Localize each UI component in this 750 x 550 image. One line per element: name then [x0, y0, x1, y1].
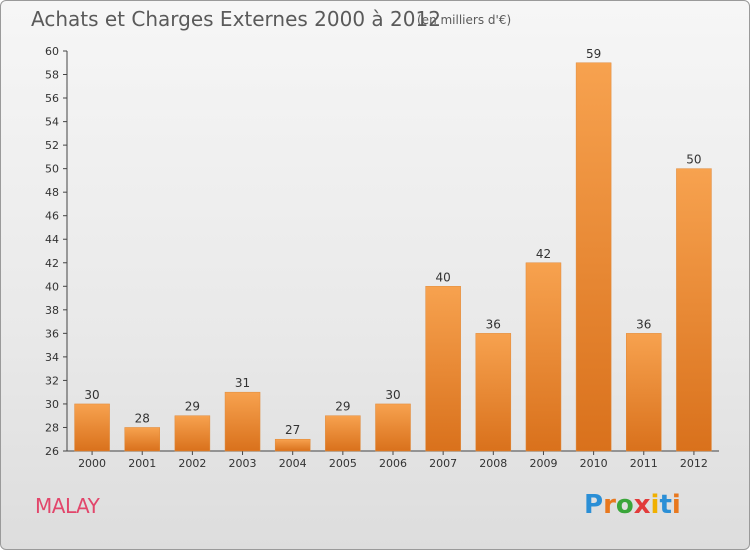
x-tick-label: 2010 [580, 457, 608, 470]
y-tick-label: 42 [45, 257, 59, 270]
value-label-2007: 40 [436, 270, 451, 284]
value-label-2010: 59 [586, 47, 601, 61]
bar-2006 [375, 403, 411, 452]
logo-letter: i [650, 490, 660, 520]
y-tick-label: 46 [45, 210, 59, 223]
x-tick-label: 2007 [429, 457, 457, 470]
x-tick-label: 2001 [128, 457, 156, 470]
y-tick-label: 32 [45, 374, 59, 387]
bar-2012 [676, 168, 712, 452]
value-label-2011: 36 [636, 317, 651, 331]
y-tick-label: 36 [45, 327, 59, 340]
bar-2003 [224, 391, 261, 452]
value-label-2000: 30 [84, 388, 99, 402]
x-tick-label: 2008 [479, 457, 507, 470]
x-tick-label: 2004 [279, 457, 307, 470]
proxiti-logo: Proxiti [584, 490, 681, 520]
y-tick-label: 56 [45, 92, 59, 105]
x-tick-label: 2009 [529, 457, 557, 470]
x-tick-label: 2006 [379, 457, 407, 470]
value-label-2003: 31 [235, 376, 250, 390]
x-tick-label: 2005 [329, 457, 357, 470]
bar-2005 [325, 415, 361, 452]
value-label-2008: 36 [486, 317, 501, 331]
y-tick-label: 54 [45, 116, 59, 129]
x-tick-label: 2011 [630, 457, 658, 470]
y-tick-label: 30 [45, 398, 59, 411]
bar-2001 [124, 427, 160, 452]
value-label-2006: 30 [385, 388, 400, 402]
logo-letter: P [584, 490, 604, 520]
y-tick-label: 60 [45, 45, 59, 58]
logo-letter: o [615, 490, 634, 520]
value-label-2009: 42 [536, 247, 551, 261]
y-tick-label: 44 [45, 233, 59, 246]
value-label-2004: 27 [285, 423, 300, 437]
y-tick-label: 40 [45, 280, 59, 293]
bar-2011 [626, 333, 662, 452]
value-label-2005: 29 [335, 400, 350, 414]
bar-2007 [425, 286, 461, 452]
value-label-2002: 29 [185, 400, 200, 414]
bar-2009 [525, 262, 562, 452]
logo-letter: t [659, 490, 672, 520]
chart-subtitle: (en milliers d'€) [417, 13, 512, 27]
bar-2004 [274, 438, 311, 452]
logo-letter: x [633, 490, 651, 520]
bars [74, 62, 712, 452]
y-tick-label: 34 [45, 351, 59, 364]
y-tick-label: 52 [45, 139, 59, 152]
y-tick-label: 48 [45, 186, 59, 199]
bar-2010 [575, 62, 612, 452]
value-labels: 30 28 29 31 27 29 30 40 36 42 59 36 50 [84, 47, 701, 437]
bar-2008 [475, 333, 512, 452]
y-tick-label: 26 [45, 445, 59, 458]
commune-name: MALAY [35, 494, 100, 518]
logo-letter: r [603, 490, 616, 520]
value-label-2001: 28 [135, 411, 150, 425]
x-tick-label: 2002 [178, 457, 206, 470]
y-tick-label: 58 [45, 69, 59, 82]
logo-letter: i [671, 490, 681, 520]
bar-2002 [174, 415, 211, 452]
y-tick-label: 38 [45, 304, 59, 317]
x-tick-label: 2003 [229, 457, 257, 470]
x-axis: 2000 2001 2002 2003 2004 2005 2006 2007 2008 2009… [67, 450, 719, 470]
x-tick-label: 2012 [680, 457, 708, 470]
y-tick-label: 50 [45, 163, 59, 176]
y-tick-label: 28 [45, 421, 59, 434]
value-label-2012: 50 [686, 153, 701, 167]
y-axis: 26 28 30 32 34 36 38 40 42 44 46 48 50 52 54 56 58 60 [45, 45, 68, 458]
chart-title: Achats et Charges Externes 2000 à 2012 [31, 7, 441, 31]
bar-2000 [74, 403, 110, 452]
x-tick-label: 2000 [78, 457, 106, 470]
